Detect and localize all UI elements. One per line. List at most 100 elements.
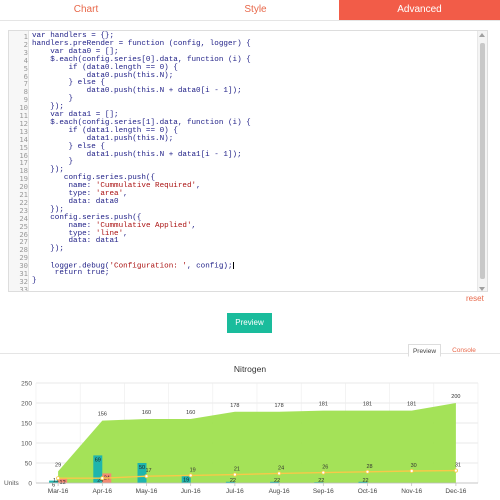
code-line[interactable]: } bbox=[32, 95, 74, 104]
bar-data-label: 6 bbox=[52, 483, 55, 489]
area-data-label: 156 bbox=[98, 412, 107, 418]
line-point bbox=[453, 468, 458, 473]
line-number-gutter: 1 2 3 4 5 6 7 8 9 10 11 12 13 14 15 16 17 18 19 20 21 22 23 24 2… bbox=[9, 31, 29, 292]
bar bbox=[49, 480, 59, 483]
code-line[interactable]: $.each(config.series[0].data, function (… bbox=[32, 55, 251, 64]
tab-bar: Chart Style Advanced bbox=[0, 0, 500, 20]
bar-data-label: 50 bbox=[139, 465, 145, 471]
line-number: 17 bbox=[19, 158, 28, 168]
preview-button[interactable]: Preview bbox=[227, 313, 272, 333]
line-data-label: 28 bbox=[366, 464, 372, 470]
line-number: 31 bbox=[19, 269, 28, 278]
code-line[interactable]: type: 'area', bbox=[32, 190, 128, 198]
bar-data-label: 19 bbox=[183, 477, 189, 483]
nitrogen-chart: Nitrogen 0 50 100 150 200 250 Units 29 156 160 160 1… bbox=[4, 364, 479, 495]
cumulative-applied-line bbox=[58, 469, 456, 479]
line-number: 16 bbox=[19, 150, 28, 160]
x-tick-label: Apr-16 bbox=[93, 488, 113, 495]
bar-data-label: 69 bbox=[95, 457, 101, 463]
editor-scrollbar[interactable] bbox=[477, 31, 487, 291]
bar bbox=[358, 481, 368, 483]
scroll-up-arrow-icon[interactable] bbox=[479, 33, 485, 37]
y-tick-label: 100 bbox=[21, 441, 32, 448]
cumulative-required-area bbox=[58, 403, 456, 483]
line-number: 19 bbox=[19, 174, 28, 184]
code-line[interactable]: name: 'Cummulative Applied', bbox=[32, 221, 197, 230]
line-point bbox=[100, 476, 105, 481]
bar-point-label: 22 bbox=[362, 478, 368, 484]
code-line[interactable]: } else { bbox=[32, 79, 105, 88]
chart-container: Nitrogen 0 50 100 150 200 250 Units 29 156 160 160 1… bbox=[0, 358, 500, 500]
scroll-thumb[interactable] bbox=[480, 43, 485, 279]
code-line[interactable]: }); bbox=[32, 166, 64, 175]
reset-link[interactable]: reset bbox=[466, 294, 484, 303]
code-line[interactable]: } bbox=[32, 158, 74, 167]
tab-style[interactable]: Style bbox=[244, 4, 267, 15]
code-line[interactable]: data0.push(this.N + data0[i - 1]); bbox=[32, 87, 242, 96]
tab-console[interactable]: Console bbox=[452, 347, 476, 354]
code-line[interactable]: var handlers = {}; bbox=[32, 32, 115, 40]
line-data-label: 17 bbox=[145, 468, 151, 474]
bar bbox=[58, 478, 68, 483]
code-line[interactable]: }); bbox=[32, 103, 64, 112]
code-line[interactable]: name: 'Cummulative Required', bbox=[32, 182, 201, 191]
code-editor[interactable]: 1 2 3 4 5 6 7 8 9 10 11 12 13 14 15 16 17 18 19 20 21 22 23 24 2… bbox=[8, 30, 488, 292]
code-line[interactable]: type: 'line', bbox=[32, 229, 128, 238]
code-line[interactable]: data: data0 bbox=[32, 197, 119, 206]
tab-preview[interactable]: Preview bbox=[408, 344, 441, 357]
line-number: 5 bbox=[23, 63, 28, 73]
line-number: 12 bbox=[19, 118, 28, 128]
bar bbox=[225, 481, 235, 483]
area-data-label: 160 bbox=[186, 410, 195, 416]
line-number: 7 bbox=[23, 79, 28, 89]
line-number: 30 bbox=[19, 261, 28, 271]
bar-point-label: 24 bbox=[97, 478, 103, 484]
code-line[interactable]: data: data1 bbox=[32, 237, 119, 246]
line-number: 24 bbox=[19, 213, 28, 223]
scroll-down-arrow-icon[interactable] bbox=[479, 287, 485, 291]
line-number: 22 bbox=[19, 197, 28, 207]
line-number: 10 bbox=[19, 103, 28, 113]
code-line[interactable]: $.each(config.series[1].data, function (… bbox=[32, 118, 251, 127]
text-cursor bbox=[232, 262, 234, 270]
bar bbox=[93, 455, 103, 483]
line-point bbox=[277, 471, 282, 476]
area-data-label: 178 bbox=[230, 403, 239, 409]
code-line[interactable]: data1.push(this.N); bbox=[32, 134, 174, 143]
code-line[interactable]: data0.push(this.N); bbox=[32, 71, 174, 80]
code-line[interactable]: data1.push(this.N + data1[i - 1]); bbox=[32, 150, 242, 159]
line-number: 13 bbox=[19, 126, 28, 136]
code-line[interactable]: config.series.push({ bbox=[32, 213, 142, 222]
code-line[interactable]: if (data1.length == 0) { bbox=[32, 126, 178, 135]
x-tick-label: Mar-16 bbox=[48, 488, 69, 495]
line-number: 15 bbox=[19, 142, 28, 152]
code-line[interactable]: } else { bbox=[32, 142, 105, 151]
tab-chart[interactable]: Chart bbox=[73, 4, 99, 15]
line-number: 28 bbox=[19, 245, 28, 255]
tab-advanced[interactable]: Advanced bbox=[339, 0, 500, 20]
code-line[interactable]: logger.debug('Configuration: ', config); bbox=[32, 262, 234, 271]
area-data-label: 178 bbox=[275, 403, 284, 409]
code-line[interactable]: if (data0.length == 0) { bbox=[32, 63, 178, 72]
code-line[interactable]: handlers.preRender = function (config, l… bbox=[32, 39, 251, 48]
line-number: 14 bbox=[19, 134, 28, 144]
code-line[interactable]: } bbox=[32, 276, 37, 285]
line-number: 25 bbox=[19, 221, 28, 231]
line-point bbox=[56, 476, 61, 481]
bar-point-label: 12 bbox=[53, 478, 59, 484]
code-line[interactable]: var data0 = []; bbox=[32, 47, 119, 56]
line-data-label: 21 bbox=[234, 467, 240, 473]
code-line[interactable]: var data1 = []; bbox=[32, 111, 119, 119]
line-number: 20 bbox=[19, 182, 28, 192]
line-point bbox=[321, 470, 326, 475]
line-point bbox=[232, 472, 237, 477]
code-line[interactable]: }); bbox=[32, 245, 64, 254]
code-line[interactable]: }); bbox=[32, 205, 64, 214]
code-line[interactable]: return true; bbox=[32, 269, 110, 277]
line-number: 33 bbox=[19, 284, 28, 292]
line-number: 4 bbox=[23, 55, 28, 65]
x-tick-label: Jul-16 bbox=[226, 488, 244, 495]
line-data-label: 31 bbox=[455, 463, 461, 469]
code-line[interactable]: config.series.push({ bbox=[32, 174, 156, 183]
line-data-label: 30 bbox=[411, 463, 417, 469]
